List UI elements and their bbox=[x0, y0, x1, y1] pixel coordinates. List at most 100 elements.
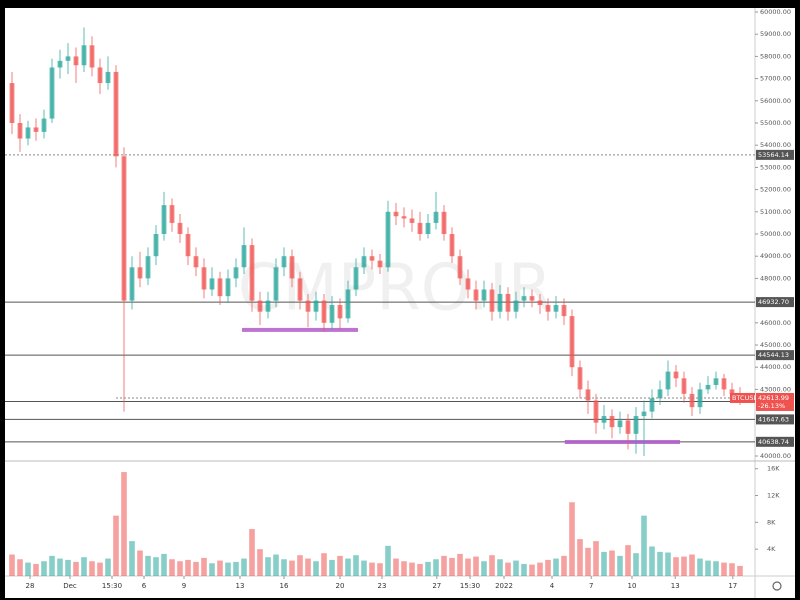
volume-bar bbox=[681, 556, 687, 576]
x-tick-label: Dec bbox=[63, 582, 77, 590]
candle-body bbox=[577, 367, 583, 390]
volume-bar bbox=[81, 557, 87, 576]
volume-bar bbox=[25, 562, 31, 576]
change-label: -26.13% bbox=[758, 402, 785, 410]
volume-bar bbox=[17, 559, 23, 576]
volume-tick-label: 16K bbox=[767, 465, 780, 473]
y-tick-label: 51000.00 bbox=[760, 208, 791, 216]
y-tick-label: 54000.00 bbox=[760, 141, 791, 149]
x-tick-label: 15:30 bbox=[102, 582, 122, 590]
volume-bar bbox=[401, 561, 407, 576]
candle-body bbox=[593, 400, 599, 423]
x-tick-label: 13 bbox=[236, 582, 245, 590]
candle-body bbox=[97, 67, 103, 84]
candle-body bbox=[105, 71, 111, 84]
volume-bar bbox=[441, 555, 447, 576]
candle-body bbox=[241, 245, 247, 268]
x-tick-label: 17 bbox=[728, 582, 737, 590]
volume-bar bbox=[217, 560, 223, 576]
volume-bar bbox=[345, 558, 351, 576]
volume-bar bbox=[305, 558, 311, 576]
volume-bar bbox=[409, 562, 415, 576]
candle-body bbox=[681, 378, 687, 394]
volume-bar bbox=[633, 553, 639, 576]
volume-bar bbox=[105, 558, 111, 576]
candle-body bbox=[617, 420, 623, 428]
level-label-box bbox=[756, 436, 794, 447]
volume-bar bbox=[737, 565, 743, 576]
level-label-box bbox=[756, 350, 794, 361]
candle-body bbox=[609, 416, 615, 428]
volume-bar bbox=[537, 562, 543, 576]
volume-bar bbox=[361, 560, 367, 576]
volume-bar bbox=[97, 562, 103, 576]
candle-body bbox=[329, 305, 335, 323]
volume-bar bbox=[49, 555, 55, 576]
x-tick-label: 16 bbox=[280, 582, 289, 590]
candle-body bbox=[209, 278, 215, 290]
y-tick-label: 46000.00 bbox=[760, 319, 791, 327]
volume-bar bbox=[353, 555, 359, 576]
volume-bar bbox=[729, 563, 735, 576]
volume-bar bbox=[497, 559, 503, 576]
volume-bar bbox=[433, 559, 439, 576]
candle-body bbox=[417, 222, 423, 234]
volume-bar bbox=[625, 545, 631, 576]
level-label: 53564.14 bbox=[758, 151, 789, 159]
volume-bar bbox=[57, 558, 63, 576]
candle-body bbox=[569, 316, 575, 368]
volume-bar bbox=[265, 557, 271, 576]
volume-bar bbox=[33, 563, 39, 576]
candle-body bbox=[265, 300, 271, 312]
candle-body bbox=[505, 293, 511, 312]
candle-body bbox=[225, 278, 231, 297]
volume-bar bbox=[601, 551, 607, 576]
volume-tick-label: 4K bbox=[767, 545, 776, 553]
volume-bar bbox=[585, 547, 591, 576]
volume-bar bbox=[369, 562, 375, 576]
y-tick-label: 55000.00 bbox=[760, 119, 791, 127]
y-tick-label: 49000.00 bbox=[760, 252, 791, 260]
candle-body bbox=[169, 205, 175, 223]
y-tick-label: 52000.00 bbox=[760, 186, 791, 194]
volume-bar bbox=[337, 555, 343, 576]
volume-bar bbox=[321, 553, 327, 576]
volume-bar bbox=[489, 555, 495, 576]
x-tick-label: 23 bbox=[378, 582, 387, 590]
candle-body bbox=[441, 211, 447, 234]
volume-bar bbox=[113, 515, 119, 576]
level-label: 44544.13 bbox=[758, 351, 789, 359]
candle-body bbox=[177, 222, 183, 234]
candle-body bbox=[401, 216, 407, 219]
volume-bar bbox=[609, 550, 615, 576]
candle-body bbox=[489, 289, 495, 312]
candle-body bbox=[137, 267, 143, 279]
volume-bar bbox=[185, 559, 191, 576]
candle-body bbox=[729, 389, 735, 394]
candle-body bbox=[537, 300, 543, 306]
volume-bar bbox=[481, 561, 487, 576]
x-tick-label: 13 bbox=[671, 582, 680, 590]
candle-body bbox=[305, 300, 311, 312]
y-tick-label: 45000.00 bbox=[760, 341, 791, 349]
chart-background bbox=[5, 8, 795, 598]
x-tick-label: 10 bbox=[628, 582, 637, 590]
volume-bar bbox=[529, 564, 535, 576]
volume-bar bbox=[457, 553, 463, 576]
volume-bar bbox=[249, 529, 255, 576]
settings-icon[interactable] bbox=[772, 581, 782, 591]
candle-body bbox=[529, 296, 535, 301]
volume-bar bbox=[465, 558, 471, 576]
candle-body bbox=[393, 211, 399, 217]
candle-body bbox=[185, 234, 191, 257]
candle-body bbox=[41, 118, 47, 132]
volume-bar bbox=[201, 557, 207, 576]
candle-body bbox=[377, 260, 383, 268]
volume-bar bbox=[89, 561, 95, 576]
volume-bar bbox=[505, 562, 511, 576]
volume-bar bbox=[281, 559, 287, 576]
y-tick-label: 43000.00 bbox=[760, 385, 791, 393]
volume-bar bbox=[313, 561, 319, 576]
candle-body bbox=[649, 398, 655, 412]
x-tick-label: 2022 bbox=[495, 582, 513, 590]
